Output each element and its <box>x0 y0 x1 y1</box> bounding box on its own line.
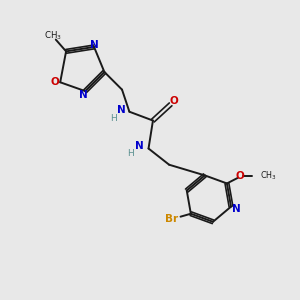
Text: O: O <box>169 96 178 106</box>
Text: N: N <box>135 141 143 151</box>
Text: CH$_3$: CH$_3$ <box>260 169 277 182</box>
Text: H: H <box>110 114 117 123</box>
Text: H: H <box>127 149 134 158</box>
Text: CH$_3$: CH$_3$ <box>44 30 62 42</box>
Text: N: N <box>117 105 125 115</box>
Text: O: O <box>50 77 59 87</box>
Text: Br: Br <box>165 214 178 224</box>
Text: N: N <box>80 90 88 100</box>
Text: O: O <box>236 171 244 181</box>
Text: N: N <box>90 40 99 50</box>
Text: N: N <box>232 204 241 214</box>
